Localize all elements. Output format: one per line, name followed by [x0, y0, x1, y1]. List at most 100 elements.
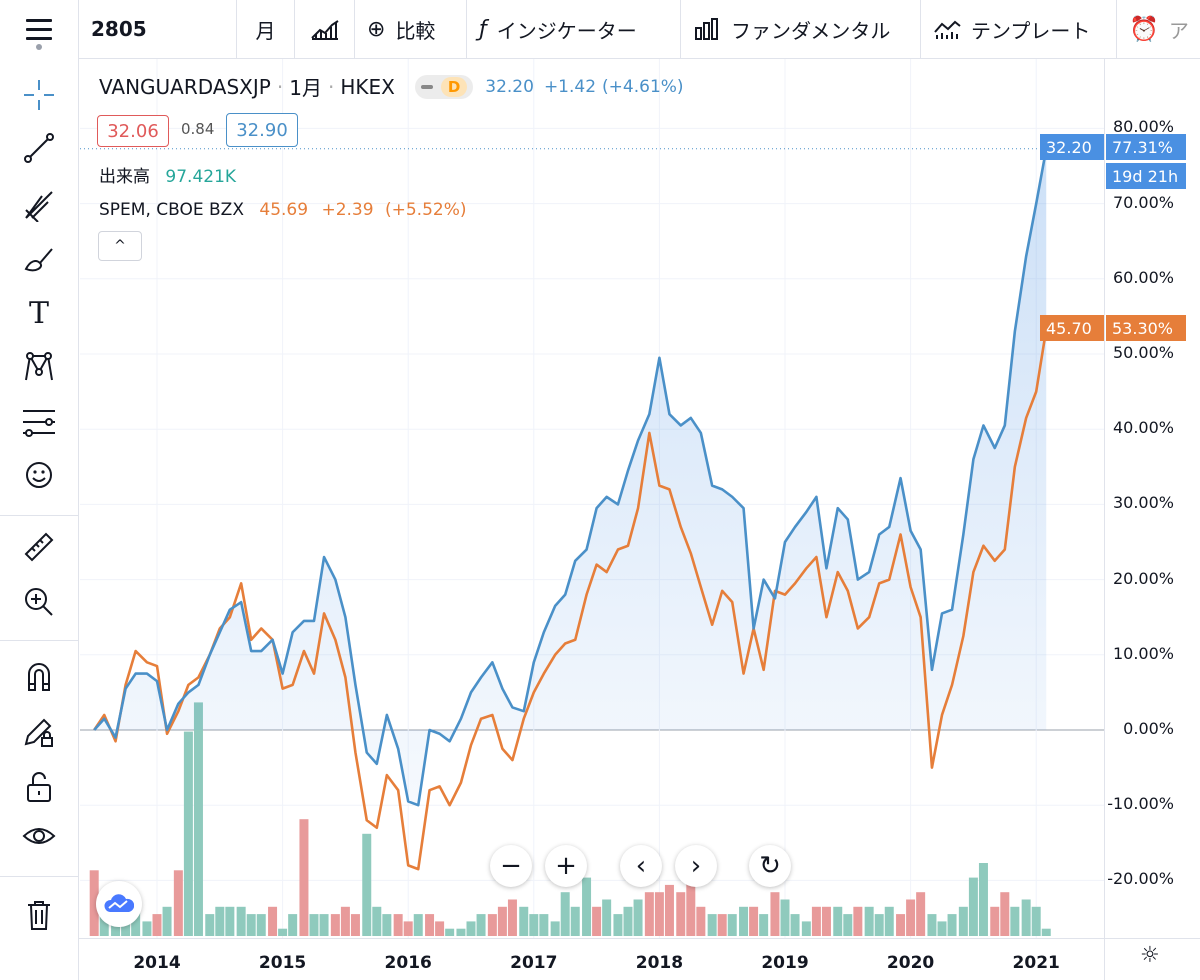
chart-grid — [80, 59, 1104, 938]
alarm-clock-icon: ⏰ — [1129, 15, 1159, 43]
trendline-icon[interactable] — [0, 123, 78, 173]
volume-bar — [529, 914, 539, 936]
fx-icon: ƒ — [479, 16, 487, 42]
chart-series — [80, 148, 1048, 871]
volume-bar — [425, 914, 435, 936]
eye-icon[interactable] — [0, 812, 78, 862]
compare-legend: SPEM, CBOE BZX 45.69 +2.39 (+5.52%) — [99, 200, 467, 220]
volume-bar — [739, 906, 749, 936]
zoom-in-button[interactable]: + — [545, 845, 587, 887]
volume-bar — [696, 906, 706, 936]
volume-bar — [413, 914, 423, 936]
pattern-icon[interactable] — [0, 342, 78, 392]
y-tick-label: 50.00% — [1112, 343, 1174, 362]
volume-bar — [215, 906, 225, 936]
legend-exchange: HKEX — [340, 74, 395, 99]
reset-chart-button[interactable]: ↻ — [749, 845, 791, 887]
bar-chart-icon — [695, 18, 718, 40]
volume-bar — [968, 877, 978, 936]
volume-bar — [582, 877, 592, 936]
volume-bar — [382, 914, 392, 936]
indicators-button[interactable]: ƒ インジケーター — [466, 0, 680, 58]
volume-bar — [1041, 928, 1051, 936]
crosshair-icon[interactable] — [0, 70, 78, 120]
volume-bar — [288, 914, 298, 936]
volume-bar — [456, 928, 466, 936]
scroll-left-button[interactable]: ‹ — [620, 845, 662, 887]
sell-price-box[interactable]: 32.06 — [97, 115, 169, 147]
templates-button[interactable]: テンプレート — [920, 0, 1116, 58]
y-tick-label: 0.00% — [1123, 719, 1174, 738]
x-tick-label: 2019 — [761, 953, 808, 973]
zoom-in-icon[interactable] — [0, 577, 78, 627]
menu-icon[interactable] — [0, 0, 78, 58]
scroll-right-button[interactable]: › — [675, 845, 717, 887]
chart-style-button[interactable] — [294, 0, 354, 58]
compare-symbol[interactable]: SPEM, CBOE BZX — [99, 200, 244, 220]
alert-button[interactable]: ⏰ ア — [1116, 0, 1200, 58]
spread-value: 0.84 — [181, 120, 215, 138]
settings-gear-icon[interactable]: ☼ — [1140, 943, 1160, 968]
series-line-spem — [93, 328, 1048, 871]
tradingview-logo[interactable] — [96, 881, 142, 927]
legend-interval: 1月 — [289, 76, 322, 100]
series-line-vanguard — [93, 148, 1048, 807]
visibility-pill[interactable]: D — [414, 74, 474, 99]
y-tick-label: 60.00% — [1112, 267, 1174, 287]
volume-bar — [811, 906, 821, 936]
volume-bar — [843, 914, 853, 936]
legend-dot: · — [327, 74, 335, 99]
compare-button[interactable]: ⊕ 比較 — [354, 0, 466, 58]
buy-price-box[interactable]: 32.90 — [226, 113, 298, 147]
volume-bar — [1010, 906, 1020, 936]
emoji-icon[interactable] — [0, 450, 78, 500]
y-tick-label: -20.00% — [1107, 869, 1174, 889]
price-axis-border — [1104, 59, 1105, 980]
magnet-icon[interactable] — [0, 652, 78, 702]
volume-bar — [592, 906, 602, 936]
interval-button[interactable]: 月 — [236, 0, 294, 58]
symbol-search[interactable]: 2805 — [78, 0, 236, 58]
unlock-icon[interactable] — [0, 762, 78, 812]
volume-bar — [403, 921, 413, 936]
y-tick-label: -10.00% — [1107, 794, 1174, 814]
volume-bar — [487, 914, 497, 936]
volume-bar — [707, 914, 717, 936]
y-tick-label: 10.00% — [1112, 643, 1174, 663]
volume-bar — [727, 914, 737, 936]
volume-bar — [613, 914, 623, 936]
lock-pencil-icon[interactable] — [0, 708, 78, 758]
alert-label: ア — [1168, 18, 1189, 43]
y-tick-label: 70.00% — [1112, 192, 1174, 212]
symbol-label: 2805 — [91, 17, 147, 41]
text-icon[interactable]: T — [28, 295, 49, 331]
zoom-out-button[interactable]: − — [490, 845, 532, 887]
chevron-left-icon: ‹ — [635, 851, 647, 881]
trash-icon[interactable] — [0, 890, 78, 940]
volume-bar — [350, 914, 360, 936]
volume-bar — [801, 921, 811, 936]
volume-bar — [874, 914, 884, 936]
delayed-badge: D — [440, 76, 468, 97]
pitchfork-icon[interactable] — [0, 180, 78, 230]
time-axis-border — [79, 938, 1200, 939]
legend-symbol[interactable]: VANGUARDASXJP — [99, 74, 271, 99]
volume-bar — [89, 870, 99, 936]
volume-bar — [466, 921, 476, 936]
forecast-icon[interactable] — [0, 397, 78, 447]
volume-bar — [1031, 906, 1041, 936]
volume-bar — [570, 906, 580, 936]
compare-change-pct: (+5.52%) — [384, 200, 467, 220]
fundamentals-button[interactable]: ファンダメンタル — [680, 0, 920, 58]
compare-price: 45.69 — [259, 200, 309, 220]
brush-icon[interactable] — [0, 233, 78, 283]
volume-bar — [372, 906, 382, 936]
ruler-icon[interactable] — [0, 522, 78, 572]
y-tick-label: 40.00% — [1112, 418, 1174, 438]
x-tick-label: 2016 — [385, 953, 432, 973]
collapse-legend-button[interactable]: ^ — [98, 231, 142, 261]
volume-bar — [299, 819, 309, 936]
volume-bar — [435, 921, 445, 936]
volume-bar — [393, 914, 403, 936]
